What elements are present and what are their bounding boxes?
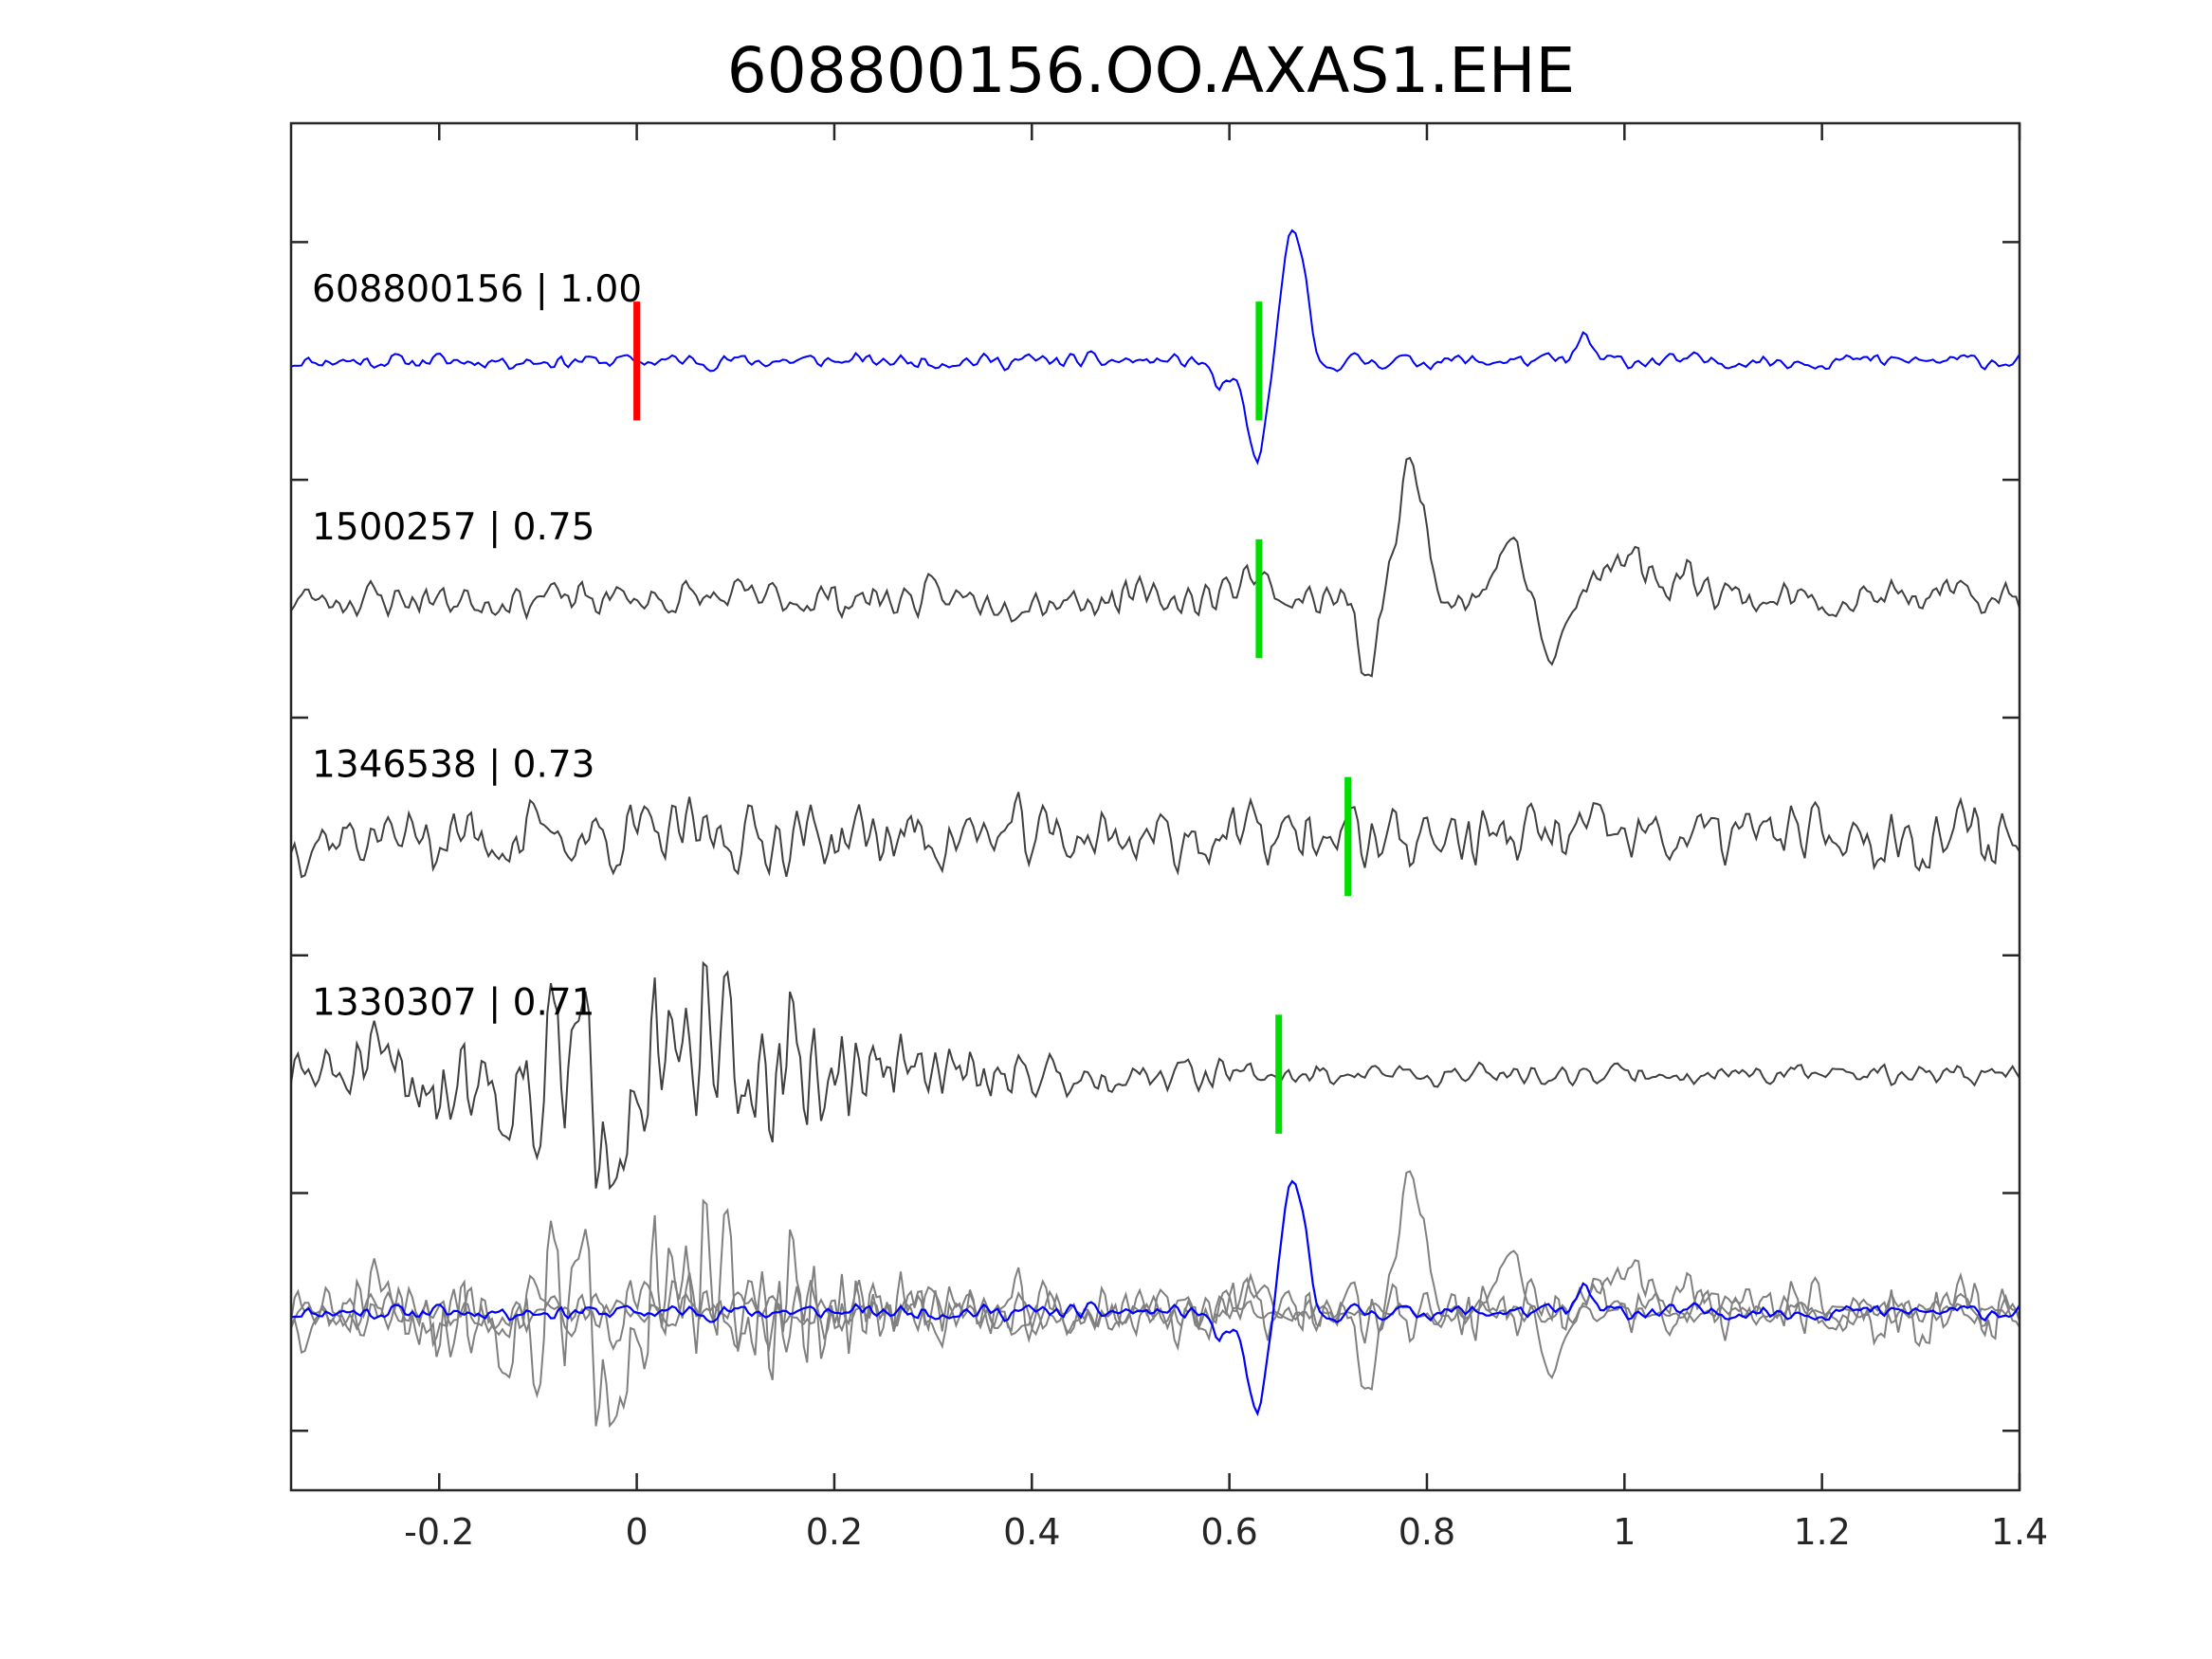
x-tick-label: 1 <box>1613 1511 1636 1553</box>
stack-trace-master <box>290 1179 2020 1417</box>
trace-label-0: 608800156 | 1.00 <box>312 268 642 311</box>
x-tick-label: 0.2 <box>806 1511 863 1553</box>
plot-area: 608800156 | 1.00 1500257 | 0.75 1346538 | … <box>290 228 2020 1429</box>
x-tick-label: 0.6 <box>1200 1511 1257 1553</box>
x-tick-label: 0 <box>626 1511 649 1553</box>
x-tick-label: 0.4 <box>1003 1511 1060 1553</box>
trace-label-3: 1330307 | 0.71 <box>312 981 594 1024</box>
trace-line-0 <box>290 228 2020 465</box>
x-tick-label: -0.2 <box>404 1511 474 1553</box>
trace-line-3 <box>290 960 2020 1191</box>
trace-label-2: 1346538 | 0.73 <box>312 744 594 787</box>
x-tick-label: 0.8 <box>1398 1511 1455 1553</box>
trace-line-2 <box>290 792 2020 879</box>
stack-trace-3 <box>290 1198 2020 1429</box>
x-tick-label: 1.2 <box>1793 1511 1850 1553</box>
axis-ticks: -0.2 0 0.2 0.4 0.6 0.8 1 1.2 1.4 <box>291 123 2048 1553</box>
stack-trace-2 <box>290 1267 2020 1355</box>
stack-trace-1 <box>290 1170 2020 1391</box>
axes-frame <box>289 121 2021 1492</box>
chart-title: 608800156.OO.AXAS1.EHE <box>727 34 1576 107</box>
trace-label-1: 1500257 | 0.75 <box>312 506 594 549</box>
trace-line-1 <box>290 456 2020 678</box>
x-tick-label: 1.4 <box>1991 1511 2048 1553</box>
